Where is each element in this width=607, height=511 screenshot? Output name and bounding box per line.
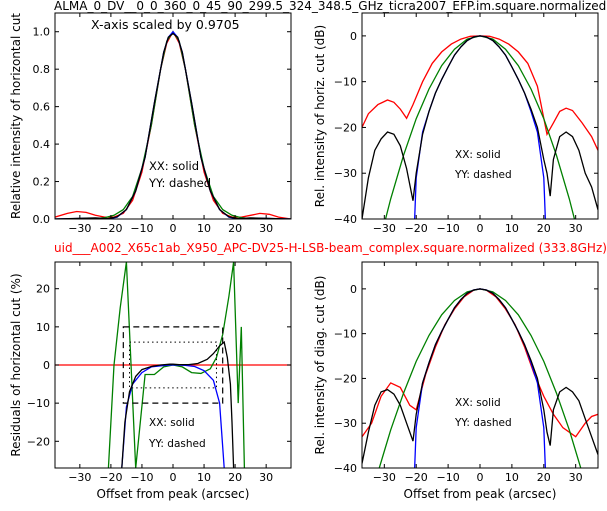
y-tick-label: −10 [334,76,357,89]
y-tick-label: −30 [334,417,357,430]
y-axis-label: Rel. intensity of horiz. cut (dB) [313,25,327,207]
y-tick-label: 0.0 [33,213,51,226]
series-line-2 [55,30,291,219]
x-tick-label: 20 [537,471,551,484]
annotation-text: XX: solid [149,417,195,429]
x-tick-label: 20 [537,222,551,235]
x-tick-label: −30 [68,471,91,484]
annotation-text: YY: dashed [454,417,512,429]
panel-top-left: −30 −20 −10 0 10 20 30 0.0 0.2 0.4 0.6 0.8 1.0 Relati… [9,12,292,235]
x-tick-label: 0 [477,471,484,484]
x-tick-label: −20 [405,471,428,484]
y-tick-label: 0.2 [33,176,51,189]
x-tick-label: 20 [228,471,242,484]
y-tick-label: −40 [334,213,357,226]
x-tick-label: −30 [373,222,396,235]
x-tick-label: −10 [130,222,153,235]
x-tick-label: −10 [436,471,459,484]
figure-title-mid: uid___A002_X65c1ab_X950_APC-DV25-H-LSB-b… [54,241,607,255]
y-tick-label: −10 [27,397,50,410]
x-tick-label: 10 [197,222,211,235]
annotation-text: XX: solid [455,397,501,409]
series-line-3 [362,288,598,464]
y-tick-label: 0.6 [33,101,51,114]
axes-frame [361,261,599,469]
x-axis-label: Offset from peak (arcsec) [404,487,557,501]
x-tick-label: 20 [228,222,242,235]
x-tick-label: 10 [505,471,519,484]
y-tick-label: −20 [334,121,357,134]
y-tick-label: −20 [27,435,50,448]
x-tick-label: 30 [259,471,273,484]
annotation-text: X-axis scaled by 0.9705 [91,17,240,32]
y-tick-label: 1.0 [33,26,51,39]
series-line-3 [121,340,235,468]
y-tick-label: 0 [350,283,357,296]
series-line-2 [413,35,547,219]
y-tick-label: −20 [334,372,357,385]
x-tick-label: 30 [569,222,583,235]
x-tick-label: 0 [477,222,484,235]
annotation-text: XX: solid [455,149,501,161]
x-tick-label: 30 [259,222,273,235]
series-line-2 [413,288,547,468]
axes-frame [361,12,599,220]
x-tick-label: −20 [99,222,122,235]
y-tick-label: 0 [350,30,357,43]
series-line-1 [55,30,291,219]
y-tick-label: 0.8 [33,63,51,76]
series-line-1 [107,262,246,468]
series-line-2 [121,364,225,468]
annotation-text: XX: solid [149,159,199,173]
panel-bottom-right: −30 −20 −10 0 10 20 30 −40 −30 −20 −10 0 Rel. intens… [313,261,599,501]
series-line-0 [362,288,598,438]
panel-top-right: −30 −20 −10 0 10 20 30 −40 −30 −20 −10 0 Rel. intens… [313,12,599,235]
plot-area [55,30,291,219]
y-tick-label: −30 [334,167,357,180]
y-axis-label: Relative intensity of horizontal cut [9,13,23,219]
x-tick-label: 10 [505,222,519,235]
x-tick-label: −20 [405,222,428,235]
tolerance-box-dotted [129,341,217,389]
panel-bottom-left: −30 −20 −10 0 10 20 30 −20 −10 0 10 20 Residuals of … [9,261,292,501]
y-tick-label: 20 [36,283,50,296]
series-line-3 [55,32,291,219]
x-tick-label: 10 [197,471,211,484]
y-tick-label: 10 [36,321,50,334]
figure-title-top: ALMA_0_DV__0_0_360_0_45_90_299.5_324_348… [54,0,606,13]
x-axis-label: Offset from peak (arcsec) [97,487,250,501]
y-tick-label: −10 [334,328,357,341]
x-tick-label: −10 [436,222,459,235]
plot-area [362,288,598,468]
y-tick-label: 0 [43,359,50,372]
series-line-0 [362,35,598,151]
x-tick-label: −30 [373,471,396,484]
annotation-text: YY: dashed [148,438,206,450]
plot-area [362,35,598,219]
x-tick-label: −30 [68,222,91,235]
x-tick-label: 30 [569,471,583,484]
annotation-text: YY: dashed [148,176,211,190]
x-tick-label: −10 [130,471,153,484]
x-tick-label: −20 [99,471,122,484]
tolerance-box-dashed [122,326,224,404]
y-axis-label: Residuals of horizontal cut (%) [9,273,23,456]
y-tick-label: 0.4 [33,138,51,151]
x-tick-label: 0 [170,471,177,484]
x-tick-label: 0 [170,222,177,235]
y-tick-label: −40 [334,462,357,475]
annotation-text: YY: dashed [454,169,512,181]
plot-area [55,262,291,468]
y-axis-label: Rel. intensity of diag. cut (dB) [313,276,327,455]
series-line-3 [362,35,598,219]
series-line-0 [55,30,291,219]
